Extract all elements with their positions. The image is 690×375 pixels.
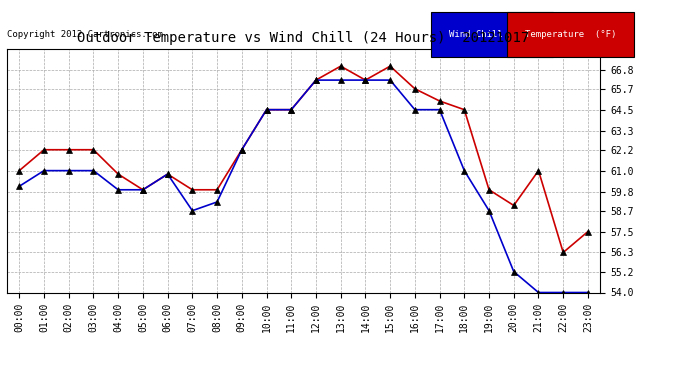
Text: Wind Chill  (°F): Wind Chill (°F) (449, 30, 535, 39)
Title: Outdoor Temperature vs Wind Chill (24 Hours)  20121017: Outdoor Temperature vs Wind Chill (24 Ho… (77, 31, 530, 45)
Text: Copyright 2012 Cartronics.com: Copyright 2012 Cartronics.com (7, 30, 163, 39)
Text: Temperature  (°F): Temperature (°F) (525, 30, 616, 39)
